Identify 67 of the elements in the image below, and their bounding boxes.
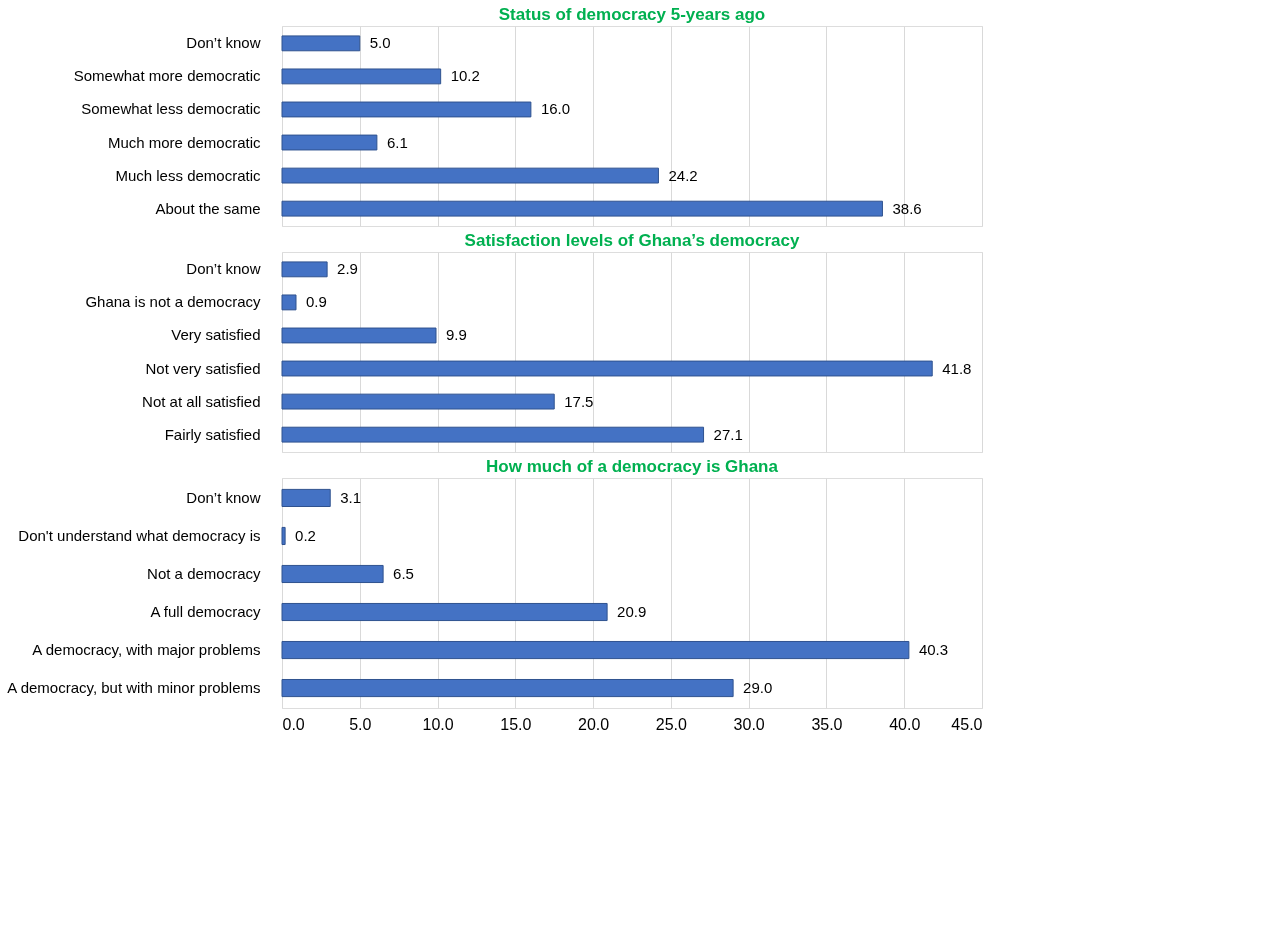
data-label: 3.1 [340, 488, 362, 506]
y-tick-label: A democracy, with major problems [32, 641, 261, 659]
y-tick-label: Don’t know [186, 488, 261, 506]
data-label: 41.8 [942, 359, 972, 377]
bar [281, 68, 442, 85]
data-label: 16.0 [540, 100, 571, 118]
bar [281, 35, 361, 52]
bar [281, 134, 378, 151]
data-label: 29.0 [743, 679, 773, 697]
bar [281, 426, 705, 443]
x-tick-label: 35.0 [811, 715, 843, 733]
x-tick-label: 0.0 [282, 715, 305, 733]
bar [281, 678, 734, 698]
bar [281, 101, 532, 118]
y-tick-label: Not very satisfied [145, 359, 261, 377]
data-label: 17.5 [564, 392, 594, 410]
x-tick-label: 30.0 [733, 715, 765, 733]
bar [281, 360, 933, 377]
y-tick-label: Much more democratic [107, 133, 261, 151]
data-label: 2.9 [337, 260, 358, 278]
data-label: 40.3 [918, 641, 949, 659]
y-tick-label: Much less democratic [115, 166, 261, 184]
data-label: 9.9 [446, 326, 467, 344]
data-label: 10.2 [450, 67, 480, 85]
data-label: 0.2 [295, 526, 316, 544]
data-label: 6.1 [386, 133, 408, 151]
data-label: 6.5 [393, 564, 414, 582]
bar [281, 261, 328, 278]
bar [281, 564, 384, 584]
y-tick-label: Not a democracy [147, 564, 261, 582]
chart-title: How much of a democracy is Ghana [486, 457, 779, 476]
data-label: 20.9 [617, 603, 647, 621]
bar [281, 327, 437, 344]
x-tick-label: 15.0 [500, 715, 532, 733]
data-label: 24.2 [668, 166, 698, 184]
data-label: 5.0 [369, 34, 391, 52]
bar [281, 393, 555, 410]
data-label: 27.1 [713, 425, 743, 443]
y-tick-label: Ghana is not a democracy [85, 293, 261, 311]
x-tick-label: 5.0 [349, 715, 372, 733]
bar [281, 526, 286, 546]
chart-title: Status of democracy 5-years ago [498, 5, 766, 24]
data-label: 0.9 [306, 293, 327, 311]
y-tick-label: Somewhat less democratic [81, 100, 261, 118]
bar [281, 640, 910, 660]
y-tick-label: Fairly satisfied [164, 425, 261, 443]
y-tick-label: Somewhat more democratic [73, 67, 261, 85]
bar [281, 200, 883, 217]
data-label: 38.6 [892, 199, 922, 217]
y-tick-label: Not at all satisfied [142, 392, 261, 410]
x-tick-label: 45.0 [951, 715, 983, 733]
x-tick-label: 10.0 [422, 715, 454, 733]
bar [281, 602, 608, 622]
bar [281, 167, 659, 184]
y-tick-label: Don't understand what democracy is [18, 526, 261, 544]
y-tick-label: A full democracy [150, 603, 261, 621]
x-tick-label: 25.0 [655, 715, 688, 733]
y-tick-label: About the same [155, 199, 261, 217]
y-tick-label: Very satisfied [171, 326, 261, 344]
y-tick-label: Don’t know [186, 260, 261, 278]
bar [281, 294, 297, 311]
y-tick-label: A democracy, but with minor problems [7, 679, 261, 697]
x-tick-label: 20.0 [578, 715, 610, 733]
bar [281, 488, 331, 508]
x-tick-label: 40.0 [889, 715, 921, 733]
y-tick-label: Don’t know [186, 34, 261, 52]
chart-title: Satisfaction levels of Ghana’s democracy [464, 231, 800, 250]
